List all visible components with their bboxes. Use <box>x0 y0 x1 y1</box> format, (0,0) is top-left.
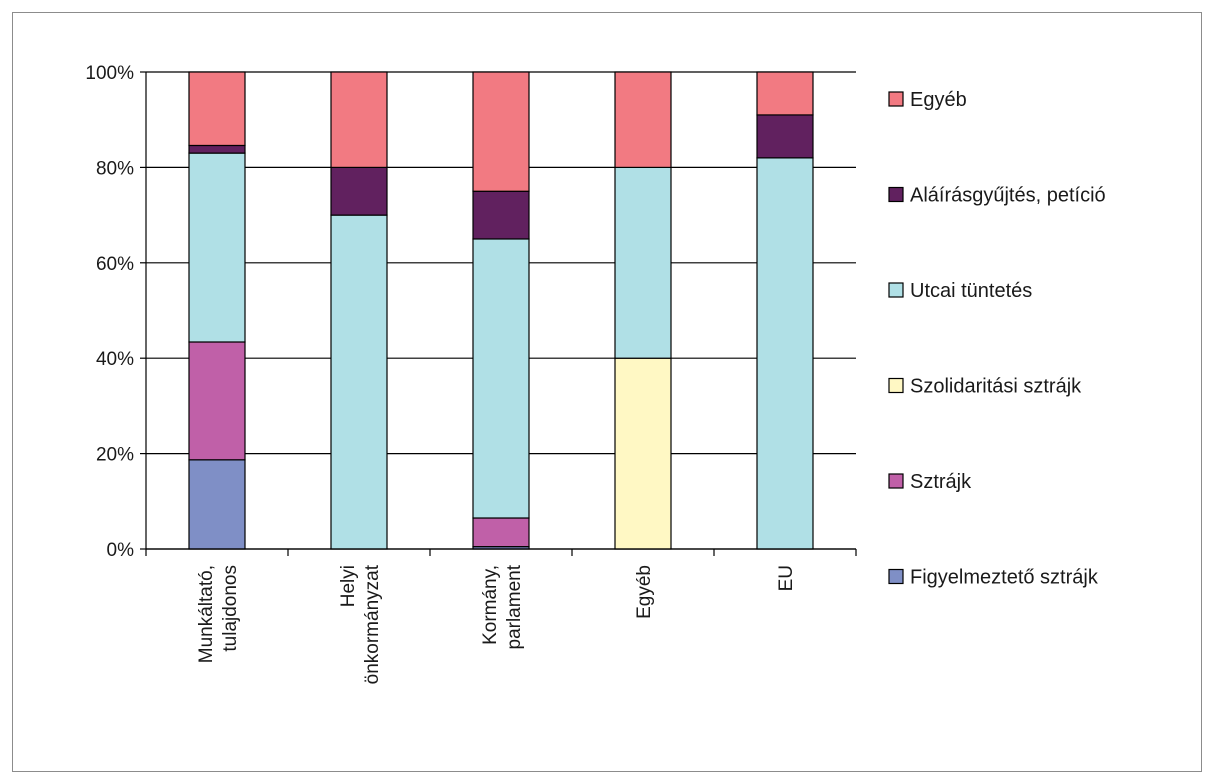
x-tick-label: Munkáltató, <box>196 565 217 663</box>
bar-segment-egyeb <box>188 71 246 147</box>
bar-segment-sztrajk <box>472 517 530 548</box>
bars <box>188 71 814 550</box>
bar-segment-utcai-tuntetes <box>614 166 672 359</box>
bar-segment-alairasgyujtes-peticio <box>188 144 246 154</box>
legend-label-szolidaritasi-sztrajk: Szolidaritási sztrájk <box>910 376 1082 398</box>
bar-segment-alairasgyujtes-peticio <box>756 114 814 159</box>
bar-segment-alairasgyujtes-peticio <box>330 166 388 216</box>
legend: Egyéb Aláírásgyűjtés, petíció Utcai tüntet… <box>888 89 1106 589</box>
x-tick-label: önkormányzat <box>362 564 383 684</box>
x-tick-label: EU <box>776 565 797 591</box>
bar-segment-utcai-tuntetes <box>330 214 388 550</box>
bar-segment-egyeb <box>614 71 672 169</box>
axes: 0% 20% 40% 60% 80% 100% Munkáltató, tulajdonos H… <box>85 63 857 684</box>
y-tick-label: 40% <box>96 349 134 370</box>
bar-segment-utcai-tuntetes <box>472 238 530 519</box>
x-tick-label: Kormány, <box>480 565 501 645</box>
bar-segment-egyeb <box>756 71 814 116</box>
legend-swatch-szolidaritasi-sztrajk <box>888 377 904 394</box>
legend-swatch-alairasgyujtes-peticio <box>888 186 904 203</box>
legend-swatch-sztrajk <box>888 473 904 489</box>
bar-segment-egyeb <box>330 71 388 169</box>
x-tick-label: parlament <box>504 564 525 649</box>
bar-segment-sztrajk <box>188 341 246 461</box>
bar-segment-szolidaritasi-sztrajk <box>614 357 672 550</box>
bar-segment-alairasgyujtes-peticio <box>472 190 530 240</box>
stacked-bar-chart: 0% 20% 40% 60% 80% 100% Munkáltató, tulajdonos H… <box>85 63 1106 684</box>
x-tick-label: Helyi <box>338 565 359 607</box>
legend-label-egyeb: Egyéb <box>910 89 967 111</box>
y-tick-label: 80% <box>96 158 134 179</box>
legend-label-sztrajk: Sztrájk <box>910 471 972 493</box>
chart-frame: 0% 20% 40% 60% 80% 100% Munkáltató, tulajdonos H… <box>12 12 1202 772</box>
legend-label-utcai-tuntetes: Utcai tüntetés <box>910 280 1032 302</box>
bar-segment-utcai-tuntetes <box>188 152 246 343</box>
y-tick-label: 0% <box>107 540 135 561</box>
legend-label-alairasgyujtes-peticio: Aláírásgyűjtés, petíció <box>910 185 1106 207</box>
y-tick-label: 60% <box>96 254 134 275</box>
bar-segment-figyelmezteto-sztrajk <box>188 459 246 550</box>
y-tick-label: 100% <box>85 63 134 84</box>
bar-segment-egyeb <box>472 71 530 192</box>
legend-label-figyelmezteto-sztrajk: Figyelmeztető sztrájk <box>910 567 1099 589</box>
legend-swatch-egyeb <box>888 91 904 107</box>
bar-segment-utcai-tuntetes <box>756 157 814 550</box>
x-tick-label: tulajdonos <box>220 565 241 652</box>
x-tick-label: Egyéb <box>634 565 655 619</box>
y-tick-label: 20% <box>96 445 134 466</box>
legend-swatch-figyelmezteto-sztrajk <box>888 568 904 585</box>
legend-swatch-utcai-tuntetes <box>888 282 904 298</box>
